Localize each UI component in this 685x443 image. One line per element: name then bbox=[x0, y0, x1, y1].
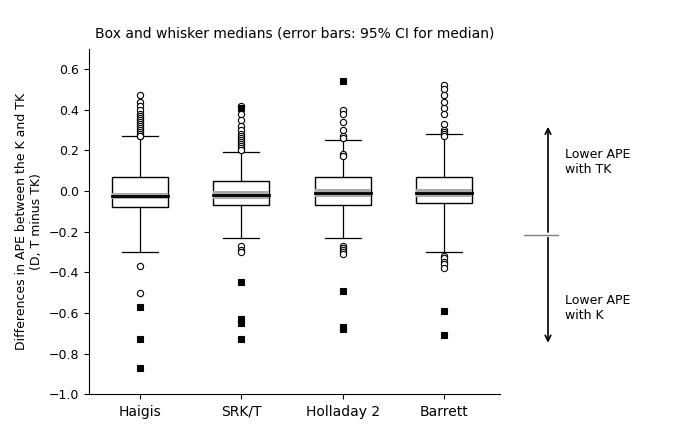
Bar bbox=[416, 177, 472, 203]
Bar bbox=[112, 193, 168, 199]
Text: Lower APE
with TK: Lower APE with TK bbox=[565, 148, 630, 176]
Text: Lower APE
with K: Lower APE with K bbox=[565, 294, 630, 322]
Bar bbox=[416, 189, 472, 197]
Bar bbox=[213, 191, 269, 199]
Title: Box and whisker medians (error bars: 95% CI for median): Box and whisker medians (error bars: 95%… bbox=[95, 27, 495, 41]
Bar bbox=[213, 181, 269, 205]
Bar bbox=[112, 177, 168, 207]
Bar bbox=[315, 177, 371, 205]
Y-axis label: Differences in APE between the K and TK
(D, T minus TK): Differences in APE between the K and TK … bbox=[15, 93, 43, 350]
Bar bbox=[315, 189, 371, 197]
